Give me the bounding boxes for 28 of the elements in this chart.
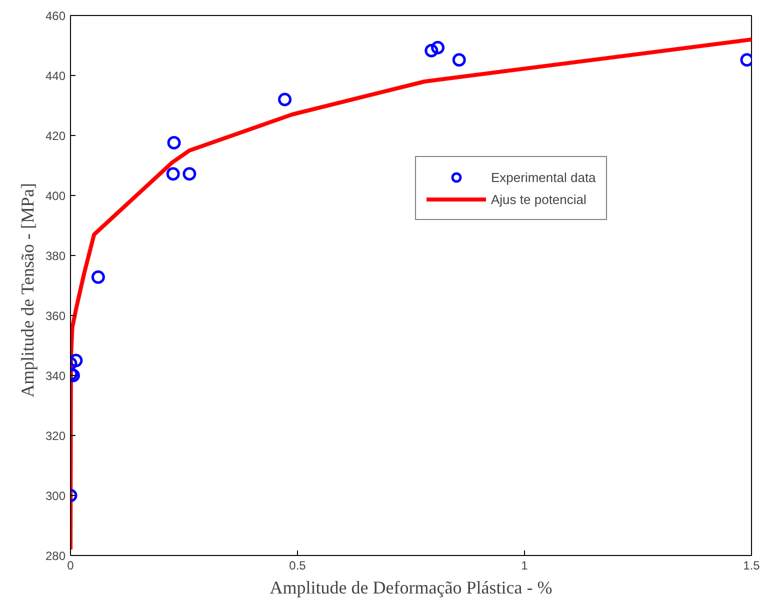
x-tick-label: 0.5	[289, 558, 306, 572]
point	[70, 354, 83, 368]
y-tick-label: 300	[45, 489, 66, 503]
y-tick-label: 460	[45, 9, 66, 23]
x-tick-label: 1.5	[743, 558, 760, 572]
y-tick-label: 280	[45, 549, 66, 563]
point	[166, 167, 180, 181]
point	[424, 44, 438, 58]
point	[167, 136, 181, 150]
point	[452, 53, 466, 67]
y-axis-title: Amplitude de Tensão - [MPa]	[17, 182, 38, 398]
y-tick-label: 420	[45, 129, 66, 143]
point	[182, 167, 196, 181]
x-tick-label: 0	[67, 558, 74, 572]
y-tick-label: 380	[45, 249, 66, 263]
x-tick-label: 1	[521, 558, 528, 572]
x-axis-title: Amplitude de Deformação Plástica - %	[270, 578, 552, 598]
point	[91, 270, 105, 284]
point	[431, 40, 445, 54]
y-tick-label: 440	[45, 69, 66, 83]
y-tick-label: 340	[45, 369, 66, 383]
point	[278, 92, 292, 106]
legend-label: Experimental data	[491, 170, 596, 184]
y-tick-label: 360	[45, 309, 66, 323]
y-tick-label: 400	[45, 189, 66, 203]
line-series	[70, 38, 752, 552]
y-tick-label: 320	[45, 429, 66, 443]
legend-label: Ajus te potencial	[491, 192, 586, 206]
